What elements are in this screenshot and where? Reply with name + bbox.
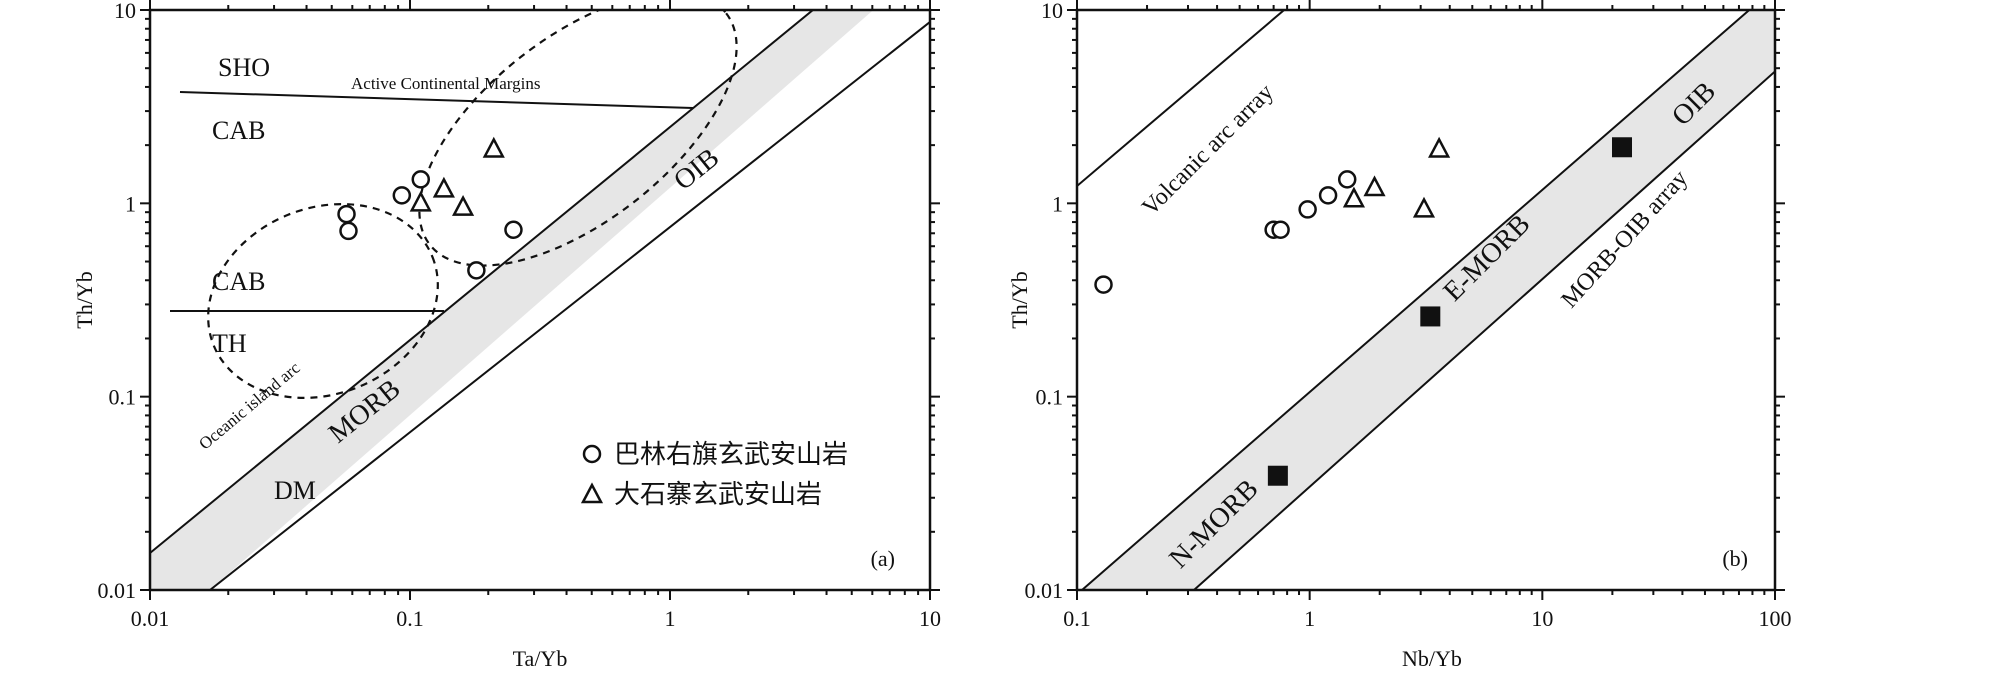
panel-a: SHO CAB CAB TH DM MORB OIB Active Contin… — [72, 0, 941, 671]
mantle-array-band — [1082, 10, 1775, 590]
band-lower-boundary — [209, 20, 930, 590]
panel-a-axes-ticks: 0.01 0.1 1 10 0.01 0.1 1 10 — [98, 0, 941, 631]
legend-circle-icon — [582, 444, 602, 464]
x-tick-label: 1 — [665, 606, 676, 631]
morb-oib-band — [150, 10, 874, 590]
circle-data-point — [1094, 275, 1113, 294]
circle-data-point — [504, 220, 523, 240]
circle-data-point — [339, 221, 358, 241]
y-tick-label: 1 — [125, 191, 136, 216]
square-data-point — [1612, 137, 1633, 158]
panel-a-x-axis-label: Ta/Yb — [513, 646, 568, 671]
y-tick-label: 10 — [114, 0, 136, 23]
legend-triangle-icon — [580, 482, 604, 504]
triangle-data-point — [1428, 136, 1451, 158]
y-tick-label: 0.01 — [98, 578, 137, 603]
circle-data-point — [1318, 186, 1338, 205]
sho-cab-boundary — [179, 91, 694, 109]
label-volcanic-arc-array: Volcanic arc array — [1137, 79, 1279, 221]
mantle-array-upper-boundary — [1081, 10, 1751, 590]
square-data-point — [1420, 306, 1441, 327]
panel-b-y-axis-label: Th/Yb — [1007, 271, 1032, 328]
panel-b-plot-area — [1077, 10, 1775, 590]
x-tick-label: 0.01 — [131, 606, 170, 631]
circle-data-point — [392, 186, 412, 205]
triangle-data-point — [1412, 196, 1436, 218]
label-cab-upper: CAB — [212, 116, 265, 145]
oceanic-island-arc-field — [207, 203, 439, 399]
x-tick-label: 0.1 — [396, 606, 424, 631]
x-tick-label: 100 — [1759, 606, 1792, 631]
panel-a-data-points — [337, 136, 523, 280]
circle-data-point — [1298, 200, 1317, 219]
triangle-data-point — [409, 190, 432, 212]
circle-data-point — [1337, 170, 1357, 189]
triangle-data-point — [451, 194, 475, 216]
panel-b-x-axis-label: Nb/Yb — [1402, 646, 1462, 671]
circle-data-point — [467, 261, 486, 280]
circle-data-point — [411, 170, 431, 189]
label-sho: SHO — [218, 53, 270, 82]
volcanic-arc-boundary — [1077, 10, 1286, 187]
x-tick-label: 1 — [1304, 606, 1315, 631]
label-active-continental-margins: Active Continental Margins — [351, 74, 541, 93]
x-tick-label: 10 — [1531, 606, 1553, 631]
triangle-data-point — [432, 176, 455, 198]
triangle-data-point — [482, 136, 505, 158]
y-tick-label: 0.1 — [1036, 385, 1064, 410]
panel-b: Volcanic arc array MORB-OIB array OIB E-… — [1007, 0, 1792, 671]
triangle-data-point — [1363, 175, 1386, 197]
y-tick-label: 0.01 — [1025, 578, 1064, 603]
y-tick-label: 1 — [1052, 191, 1063, 216]
x-tick-label: 10 — [919, 606, 941, 631]
circle-data-point — [1271, 220, 1290, 240]
panel-b-data-points — [1094, 136, 1633, 486]
label-th: TH — [212, 329, 247, 358]
legend: 巴林右旗玄武安山岩 大石寨玄武安山岩 — [580, 440, 848, 510]
triangle-data-point — [1342, 186, 1366, 208]
panel-a-y-axis-label: Th/Yb — [72, 271, 97, 328]
panel-b-frame — [1075, 8, 1777, 592]
active-continental-margin-field — [418, 10, 738, 267]
y-tick-label: 10 — [1041, 0, 1063, 23]
legend-label-circle: 巴林右旗玄武安山岩 — [614, 440, 848, 470]
legend-label-triangle: 大石寨玄武安山岩 — [614, 480, 822, 510]
panel-b-label: (b) — [1722, 546, 1748, 571]
square-data-point — [1267, 465, 1288, 486]
x-tick-label: 0.1 — [1063, 606, 1091, 631]
panel-a-frame — [148, 8, 932, 592]
panel-b-axes-ticks: 0.1 1 10 100 0.01 0.1 1 10 — [1025, 0, 1792, 631]
circle-data-point — [337, 204, 356, 224]
label-cab-lower: CAB — [212, 267, 265, 296]
y-tick-label: 0.1 — [109, 385, 137, 410]
band-upper-boundary — [150, 10, 815, 554]
panel-a-label: (a) — [871, 546, 895, 571]
label-dm: DM — [274, 476, 316, 505]
mantle-array-lower-boundary — [1193, 70, 1775, 590]
